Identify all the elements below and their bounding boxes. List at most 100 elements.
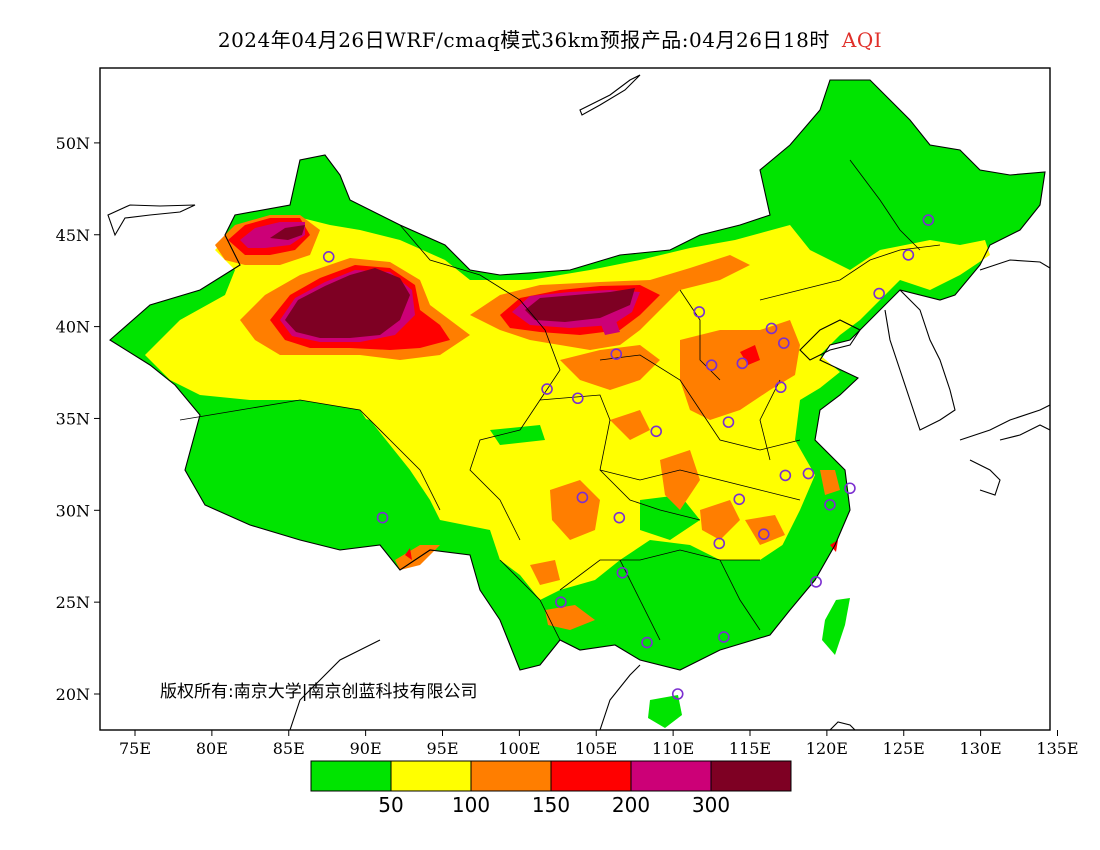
station-marker — [758, 528, 770, 540]
russia-coast — [979, 259, 1050, 271]
lat-label: 45N — [56, 226, 90, 245]
aqi-region-usg — [610, 410, 650, 440]
station-marker — [733, 493, 746, 506]
map-title: 2024年04月26日WRF/cmaq模式36km预报产品:04月26日18时 A… — [0, 24, 1100, 53]
longitude-labels: 75E 80E 85E 90E 95E 100E 105E 110E 115E 120E 125E 1… — [119, 730, 1079, 758]
station-marker — [810, 576, 822, 588]
aqi-region-good — [640, 495, 700, 540]
lon-label: 95E — [426, 739, 458, 758]
aqi-region-usg — [530, 560, 560, 585]
country-outline — [109, 79, 1046, 671]
aqi-region-unhealthy — [405, 548, 412, 560]
aqi-region-very-unhealthy — [600, 318, 620, 335]
border-line — [179, 399, 441, 511]
border-line — [559, 549, 760, 591]
border-line — [719, 559, 761, 631]
station-marker — [722, 416, 735, 428]
legend-swatch — [390, 760, 472, 792]
border-line — [759, 244, 941, 301]
aqi-region-hazardous — [285, 268, 410, 338]
station-marker — [873, 287, 885, 300]
philippines-coast — [829, 721, 856, 730]
province-borders — [179, 159, 941, 641]
lon-label: 135E — [1036, 739, 1078, 758]
aqi-region-usg — [820, 470, 840, 495]
lat-label: 35N — [56, 409, 90, 428]
station-marker — [705, 359, 718, 371]
lat-label: 30N — [56, 501, 90, 520]
title-variable: AQI — [841, 28, 883, 52]
station-marker — [774, 381, 787, 394]
station-marker — [713, 537, 726, 550]
station-marker — [778, 337, 790, 349]
map-frame — [99, 67, 1051, 731]
station-marker — [541, 383, 553, 395]
station-marker — [322, 250, 335, 263]
taiwan-island — [822, 598, 850, 655]
lat-label: 40N — [56, 318, 90, 337]
station-marker — [693, 306, 706, 318]
lon-label: 80E — [196, 739, 228, 758]
aqi-region-good — [490, 425, 545, 445]
legend-tick-label: 100 — [452, 793, 490, 817]
station-marker — [736, 357, 749, 370]
mainland-se-coast — [289, 639, 381, 730]
aqi-region-usg — [700, 500, 740, 540]
latitude-labels: 20N 25N 30N 35N 40N 45N 50N — [56, 134, 100, 704]
aqi-region-hazardous — [525, 288, 635, 322]
lon-label: 130E — [960, 739, 1002, 758]
station-marker — [613, 511, 626, 524]
korea-coast — [884, 289, 956, 431]
legend-swatch — [310, 760, 392, 792]
lat-label: 20N — [56, 685, 90, 704]
station-marker — [718, 631, 730, 643]
title-main: 2024年04月26日WRF/cmaq模式36km预报产品:04月26日18时 — [217, 28, 830, 52]
station-marker — [779, 469, 792, 482]
vietnam-coast — [599, 664, 641, 730]
aqi-region-good — [185, 400, 410, 545]
border-line — [499, 559, 561, 641]
aqi-region-usg — [560, 345, 660, 390]
aqi-region-usg — [680, 320, 800, 420]
legend-swatch — [470, 760, 552, 792]
station-marker — [902, 249, 915, 261]
aqi-region-usg — [545, 605, 595, 630]
coastlines — [107, 74, 1050, 730]
station-marker — [671, 688, 684, 700]
hainan-island — [648, 695, 682, 728]
legend-tick-label: 150 — [532, 793, 570, 817]
lon-label: 100E — [498, 739, 540, 758]
legend-swatch — [630, 760, 712, 792]
aqi-fields — [110, 80, 1045, 728]
lon-label: 110E — [652, 739, 694, 758]
station-marker — [844, 482, 856, 495]
monitoring-stations — [322, 214, 935, 700]
lake-outline — [107, 204, 196, 237]
station-marker — [571, 392, 584, 405]
legend-swatch — [550, 760, 632, 792]
map-plot-area — [107, 74, 1050, 730]
station-marker — [802, 467, 815, 480]
border-line — [599, 354, 801, 451]
legend-tick-label: 300 — [692, 793, 730, 817]
lon-label: 85E — [273, 739, 305, 758]
lon-label: 115E — [729, 739, 771, 758]
station-marker — [641, 636, 653, 649]
legend-tick-label: 50 — [378, 793, 403, 817]
station-marker — [824, 498, 836, 511]
station-marker — [555, 596, 567, 608]
station-marker — [376, 511, 389, 524]
station-marker — [610, 348, 623, 360]
lon-label: 75E — [119, 739, 151, 758]
lon-label: 120E — [806, 739, 848, 758]
station-marker — [650, 425, 663, 438]
lake-outline — [579, 74, 641, 116]
lat-label: 50N — [56, 134, 90, 153]
legend-tick-label: 200 — [612, 793, 650, 817]
aqi-region-hazardous — [270, 225, 305, 240]
border-line — [599, 469, 801, 501]
station-marker — [576, 491, 589, 504]
aqi-legend: 50 100 150 200 300 — [310, 760, 792, 817]
station-marker — [922, 214, 935, 226]
